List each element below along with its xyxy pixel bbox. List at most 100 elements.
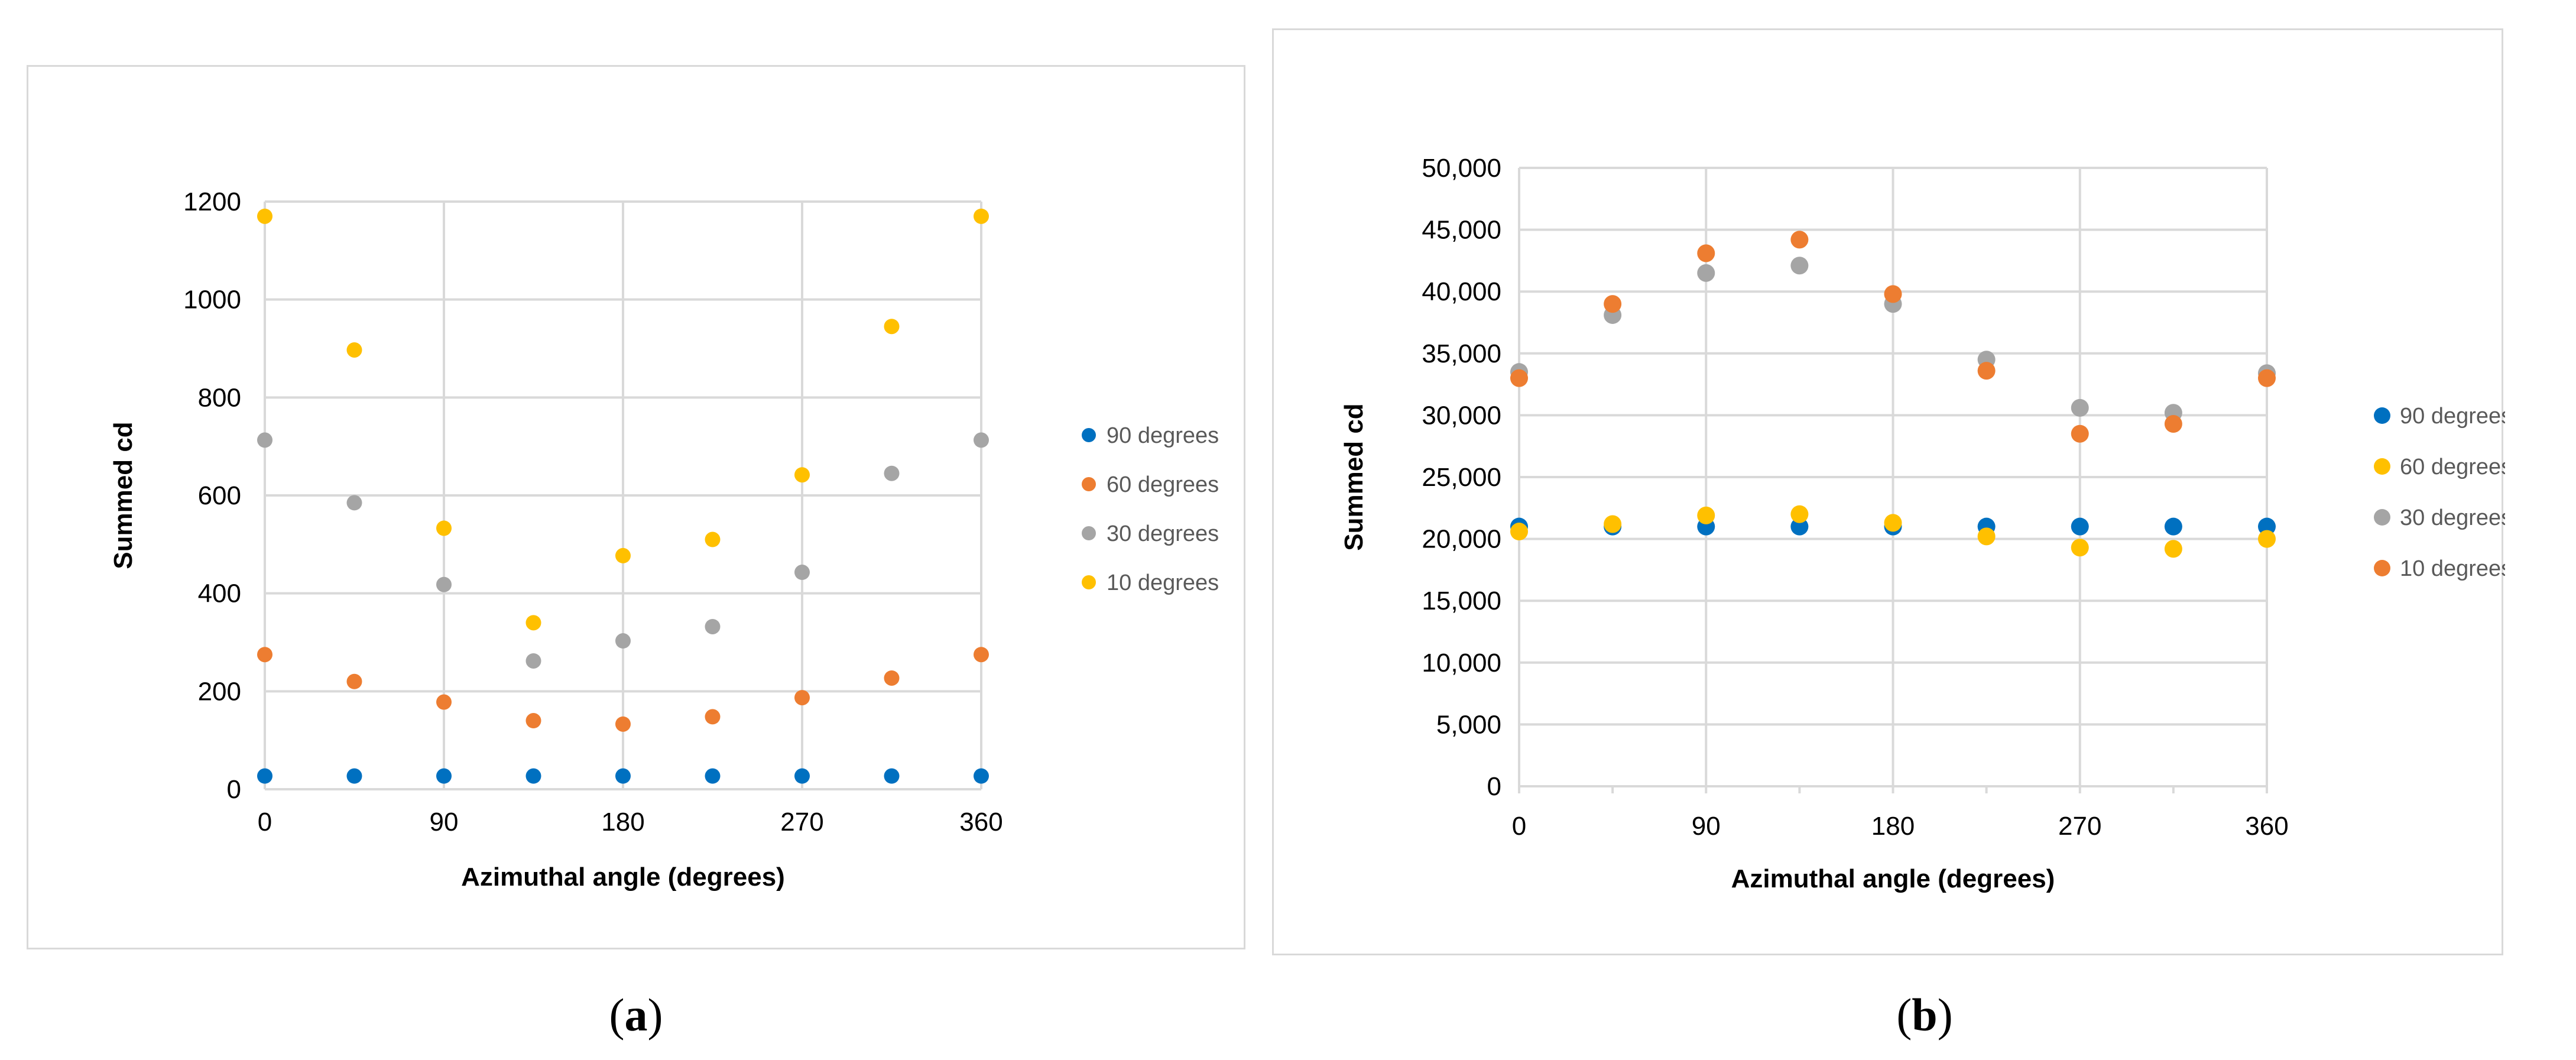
y-tick-label-b-5: 25,000 (1422, 463, 1501, 492)
point-b-series3-2 (1697, 244, 1715, 262)
point-b-series0-6 (2071, 517, 2089, 536)
legend-marker-a-1 (1082, 477, 1096, 491)
chart-panel-b: 0 5,000 10,000 15,000 20,000 25,000 30,000 35,0… (1272, 28, 2505, 955)
point-a-series3-0 (257, 208, 272, 224)
point-a-series0-4 (615, 768, 631, 784)
legend-marker-b-1 (2374, 458, 2390, 475)
point-a-series2-8 (974, 432, 989, 448)
point-b-series2-6 (2071, 398, 2089, 417)
point-a-series3-5 (705, 531, 721, 547)
x-tick-label-a-2: 180 (601, 808, 644, 837)
point-a-series2-5 (705, 618, 721, 634)
point-a-series1-3 (525, 713, 541, 729)
legend-label-a-0: 90 degrees (1107, 423, 1219, 448)
point-a-series3-7 (884, 319, 900, 335)
caption-b: (b) (1836, 988, 2013, 1042)
point-b-series1-3 (1790, 505, 1809, 523)
legend-label-b-1: 60 degrees (2400, 455, 2505, 479)
point-a-series2-6 (794, 565, 810, 581)
chart-panel-a: 0 200 400 600 800 1000 1200 0 90 180 270 360 Azimuth… (27, 65, 1245, 949)
caption-a-label: a (624, 989, 648, 1040)
x-tick-label-a-4: 360 (959, 808, 1003, 837)
y-tick-label-b-4: 20,000 (1422, 525, 1501, 554)
point-a-series1-4 (615, 716, 631, 732)
point-b-series3-6 (2071, 424, 2089, 443)
point-a-series2-3 (525, 653, 541, 669)
scatter-chart-a: 0 200 400 600 800 1000 1200 0 90 180 270 360 Azimuth… (109, 187, 1219, 892)
legend-marker-a-0 (1082, 428, 1096, 442)
y-tick-label-a-5: 1000 (183, 286, 241, 315)
point-b-series1-5 (1977, 527, 1996, 546)
y-tick-label-b-7: 35,000 (1422, 339, 1501, 368)
y-axis-title-a: Summed cd (109, 422, 138, 569)
x-tick-label-a-1: 90 (430, 808, 459, 837)
point-b-series1-7 (2164, 540, 2182, 558)
y-tick-label-b-0: 0 (1487, 772, 1501, 801)
point-a-series2-4 (615, 633, 631, 649)
legend-label-b-0: 90 degrees (2400, 404, 2505, 429)
scatter-chart-b: 0 5,000 10,000 15,000 20,000 25,000 30,000 35,0… (1339, 154, 2505, 893)
point-b-series3-4 (1884, 285, 1902, 303)
point-b-series0-7 (2164, 517, 2182, 536)
legend-marker-b-3 (2374, 560, 2390, 576)
point-a-series3-3 (525, 615, 541, 631)
point-b-series1-0 (1510, 523, 1528, 541)
caption-a-open: ( (609, 989, 625, 1040)
legend-marker-b-0 (2374, 407, 2390, 424)
y-tick-label-a-4: 800 (198, 383, 241, 412)
point-a-series3-1 (346, 342, 362, 358)
point-b-series3-1 (1604, 295, 1622, 313)
y-axis-title-b: Summed cd (1339, 403, 1368, 550)
y-tick-label-a-6: 1200 (183, 187, 241, 216)
point-a-series1-8 (974, 647, 989, 663)
legend-label-b-2: 30 degrees (2400, 505, 2505, 530)
point-a-series1-5 (705, 709, 721, 725)
x-tick-label-b-2: 180 (1871, 812, 1915, 841)
x-axis-title-b: Azimuthal angle (degrees) (1731, 864, 2055, 893)
point-a-series2-7 (884, 465, 900, 481)
point-a-series1-7 (884, 670, 900, 686)
point-a-series0-6 (794, 768, 810, 784)
point-a-series3-6 (794, 467, 810, 483)
caption-a: (a) (547, 988, 725, 1042)
point-b-series3-8 (2258, 369, 2276, 387)
legend-marker-b-2 (2374, 509, 2390, 526)
point-a-series0-2 (436, 768, 452, 784)
caption-b-open: ( (1896, 989, 1912, 1040)
point-b-series1-8 (2258, 530, 2276, 548)
x-tick-label-b-3: 270 (2058, 812, 2101, 841)
legend-label-a-3: 10 degrees (1107, 570, 1219, 595)
y-tick-label-b-2: 10,000 (1422, 649, 1501, 678)
x-tick-label-a-3: 270 (780, 808, 823, 837)
point-a-series3-2 (436, 520, 452, 536)
point-a-series3-8 (974, 208, 989, 224)
point-b-series1-1 (1604, 515, 1622, 533)
point-a-series0-3 (525, 768, 541, 784)
point-a-series0-7 (884, 768, 900, 784)
point-b-series3-5 (1977, 362, 1996, 380)
point-b-series2-3 (1790, 257, 1809, 275)
point-b-series3-7 (2164, 415, 2182, 433)
point-a-series0-0 (257, 768, 272, 784)
point-b-series0-3 (1790, 517, 1809, 536)
point-b-series3-0 (1510, 369, 1528, 387)
y-tick-label-a-2: 400 (198, 579, 241, 608)
point-a-series2-0 (257, 432, 272, 448)
y-tick-label-b-1: 5,000 (1436, 710, 1501, 739)
point-a-series1-0 (257, 647, 272, 663)
point-a-series0-5 (705, 768, 721, 784)
y-tick-label-b-6: 30,000 (1422, 401, 1501, 430)
point-a-series0-1 (346, 768, 362, 784)
legend-marker-a-3 (1082, 575, 1096, 589)
point-a-series0-8 (974, 768, 989, 784)
point-a-series2-2 (436, 576, 452, 592)
x-tick-label-b-0: 0 (1512, 812, 1526, 841)
y-tick-label-a-3: 600 (198, 481, 241, 510)
point-b-series1-2 (1697, 506, 1715, 524)
point-a-series2-1 (346, 495, 362, 511)
point-a-series1-6 (794, 690, 810, 706)
x-axis-title-a: Azimuthal angle (degrees) (461, 863, 785, 892)
caption-a-close: ) (647, 989, 663, 1040)
y-tick-label-b-9: 45,000 (1422, 216, 1501, 245)
y-tick-label-b-10: 50,000 (1422, 154, 1501, 183)
